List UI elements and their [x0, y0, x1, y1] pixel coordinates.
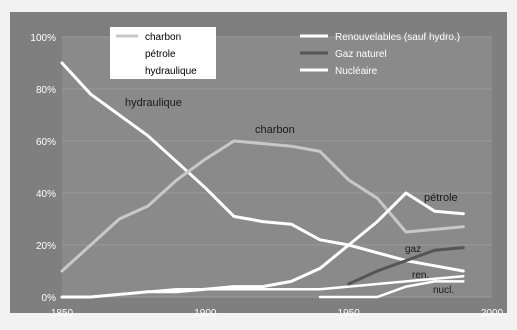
gridlines	[62, 36, 492, 298]
legend-label-petrole: pétrole	[145, 49, 176, 60]
y-tick-label: 0%	[42, 293, 57, 304]
series-line-nucl-aire	[318, 280, 465, 299]
legend-label-gaz: Gaz naturel	[335, 49, 387, 60]
x-tick-label: 1950	[338, 308, 361, 319]
legend-left: charbon pétrole hydraulique	[110, 27, 216, 79]
y-tick-label: 20%	[36, 241, 56, 252]
series-lines	[60, 61, 465, 299]
annotation-nucl: nucl.	[433, 285, 454, 296]
series-line-gaz-naturel	[347, 246, 465, 286]
x-axis-ticks: 1850 1900 1950 2000	[51, 308, 504, 319]
annotation-petrole: pétrole	[424, 192, 458, 204]
legend-label-charbon: charbon	[145, 32, 181, 43]
series-line-hydraulique	[60, 61, 465, 273]
series-line-renouvelables-sauf-hydro	[60, 274, 465, 299]
annotation-charbon: charbon	[255, 124, 295, 136]
legend-right: Renouvelables (sauf hydro.) Gaz naturel …	[300, 32, 460, 77]
annotation-gaz: gaz	[405, 244, 421, 255]
annotation-hydraulique: hydraulique	[125, 97, 182, 109]
y-axis-ticks: 0% 20% 40% 60% 80% 100%	[30, 33, 56, 304]
y-tick-label: 60%	[36, 137, 56, 148]
annotation-ren: ren.	[412, 270, 429, 281]
x-tick-label: 2000	[481, 308, 504, 319]
legend-label-nucleaire: Nucléaire	[335, 66, 378, 77]
y-tick-label: 80%	[36, 85, 56, 96]
y-tick-label: 100%	[30, 33, 56, 44]
plot-area	[62, 37, 492, 297]
x-tick-label: 1900	[194, 308, 217, 319]
legend-label-renouvelables: Renouvelables (sauf hydro.)	[335, 32, 460, 43]
y-tick-label: 40%	[36, 189, 56, 200]
x-tick-label: 1850	[51, 308, 74, 319]
series-line-charbon	[60, 139, 465, 273]
legend-label-hydraulique: hydraulique	[145, 66, 197, 77]
